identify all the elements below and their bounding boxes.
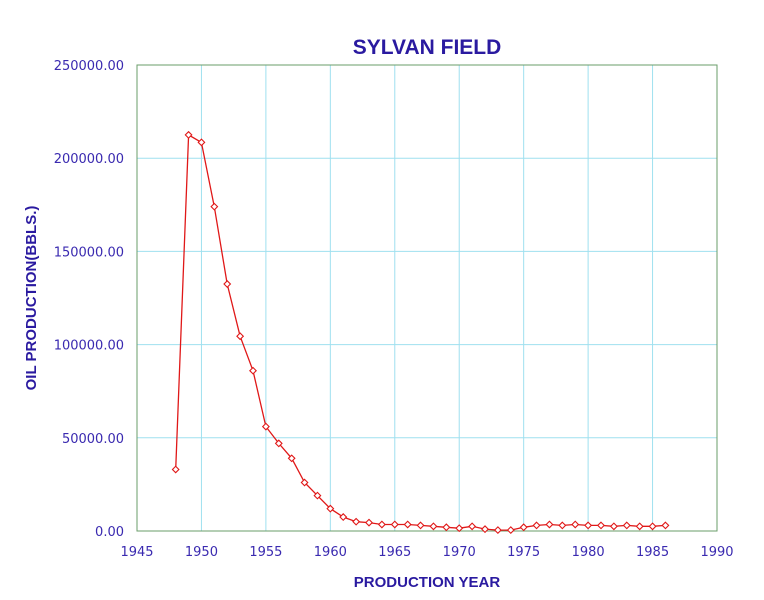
x-tick-label: 1965 [378, 545, 411, 560]
data-point [545, 520, 554, 529]
x-tick-labels: 1945 1950 1955 1960 1965 1970 1975 1980 1985 1990 [120, 545, 733, 560]
data-point [352, 517, 361, 526]
data-point [339, 513, 348, 521]
data-point [597, 521, 605, 530]
data-point [571, 520, 580, 529]
plot-frame [136, 64, 718, 532]
data-point [223, 280, 232, 288]
data-point [493, 526, 502, 535]
y-tick-labels: 0.00 50000.00 100000.00 150000.00 200000.00 2… [54, 59, 124, 540]
x-tick-label: 1955 [249, 545, 282, 560]
series-group [171, 130, 670, 535]
data-point [442, 523, 451, 532]
x-tick-label: 1985 [636, 545, 669, 560]
x-tick-label: 1945 [120, 545, 153, 560]
data-point [274, 439, 283, 448]
data-point [184, 130, 193, 139]
y-tick-label: 0.00 [95, 525, 124, 540]
data-point [622, 521, 631, 530]
x-axis-label: PRODUCTION YEAR [354, 574, 501, 591]
data-point [519, 523, 528, 532]
chart-title: SYLVAN FIELD [353, 36, 502, 59]
x-tick-label: 1980 [572, 545, 605, 560]
series-line [175, 133, 666, 531]
data-point [390, 520, 399, 529]
data-point [249, 366, 257, 375]
data-point [236, 332, 245, 341]
data-point [313, 491, 322, 500]
data-point [377, 520, 386, 529]
data-point [197, 138, 206, 147]
y-axis-label: OIL PRODUCTION(BBLS.) [23, 206, 40, 391]
data-point [455, 524, 464, 533]
data-point [171, 465, 180, 474]
data-point [635, 522, 644, 531]
data-point [468, 522, 477, 531]
data-point [210, 202, 219, 211]
y-tick-label: 50000.00 [62, 432, 124, 447]
data-point [558, 521, 567, 530]
x-tick-label: 1970 [443, 545, 476, 560]
y-tick-label: 100000.00 [54, 339, 124, 354]
data-point [609, 522, 618, 531]
y-tick-label: 150000.00 [54, 245, 124, 260]
y-tick-label: 250000.00 [54, 59, 124, 74]
data-point [416, 521, 425, 530]
x-tick-label: 1950 [185, 545, 218, 560]
gridlines [137, 65, 717, 531]
x-tick-label: 1960 [314, 545, 347, 560]
data-point [287, 454, 296, 463]
data-point [300, 478, 309, 487]
y-tick-label: 200000.00 [54, 152, 124, 167]
data-point [365, 518, 373, 527]
data-point [403, 520, 412, 529]
data-point [429, 522, 438, 531]
data-point [532, 521, 541, 530]
data-point [326, 504, 335, 513]
x-tick-label: 1990 [700, 545, 733, 560]
data-point [261, 422, 270, 431]
data-point [648, 522, 657, 531]
data-point [661, 521, 670, 530]
x-tick-label: 1975 [507, 545, 540, 560]
data-point [481, 525, 489, 534]
data-point [506, 526, 515, 535]
data-point [584, 521, 593, 530]
